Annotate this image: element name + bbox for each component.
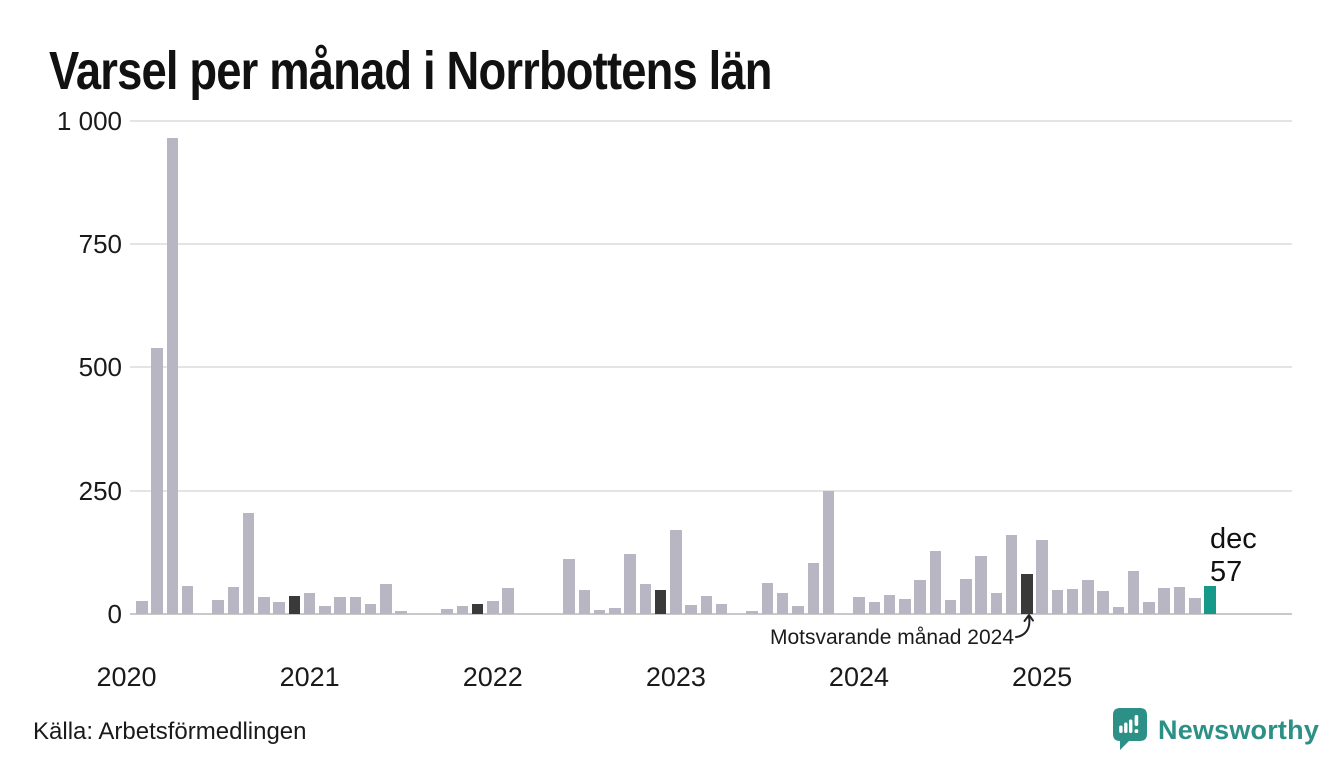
bar-2022-01 [487, 601, 499, 614]
bar-2025-01 [1036, 540, 1048, 614]
bar-2023-06 [746, 611, 758, 614]
bar-2020-04 [166, 137, 178, 614]
bar-2020-10 [258, 597, 270, 614]
y-axis-tick-label: 1 000 [56, 105, 122, 136]
bar-2025-03 [1066, 589, 1079, 614]
bar-2021-04 [349, 597, 362, 614]
bar-2021-05 [364, 604, 377, 614]
bar-2021-01 [303, 593, 316, 614]
bar-2024-12 [1021, 573, 1033, 614]
bar-2024-05 [914, 580, 926, 614]
x-axis-tick-label: 2025 [1012, 662, 1073, 692]
bar-2021-11 [456, 605, 468, 614]
gridline-250 [130, 489, 1292, 492]
bar-2025-11 [1189, 598, 1201, 614]
gridline-1000 [130, 119, 1292, 122]
bar-2022-10 [624, 553, 636, 614]
source-credit: Källa: Arbetsförmedlingen [33, 718, 307, 745]
y-axis-tick-label: 500 [78, 352, 122, 383]
bar-2021-02 [319, 606, 331, 614]
bar-2023-11 [822, 490, 835, 614]
gridline-750 [130, 242, 1292, 245]
x-axis-tick-label: 2023 [645, 662, 706, 692]
bar-2024-11 [1005, 535, 1018, 614]
bar-2024-02 [868, 601, 880, 614]
bar-2020-02 [136, 601, 148, 614]
bar-2020-12 [288, 595, 301, 614]
chart-title: Varsel per månad i Norrbottens län [49, 41, 772, 101]
current-month-name: dec [1210, 523, 1257, 555]
bar-2023-03 [700, 596, 713, 614]
bar-2020-11 [273, 602, 285, 614]
y-axis-tick-label: 750 [78, 228, 122, 259]
current-month-label: dec 57 [1210, 523, 1257, 589]
bar-2022-06 [563, 558, 575, 614]
bar-2025-09 [1158, 588, 1170, 614]
bar-2023-10 [807, 562, 819, 614]
newsworthy-bubble-icon [1113, 708, 1147, 750]
bar-2020-07 [212, 599, 224, 614]
bar-2024-07 [944, 600, 957, 614]
bar-2020-03 [151, 347, 163, 614]
bar-2020-09 [242, 512, 255, 614]
gridline-500 [130, 366, 1292, 369]
bar-2024-03 [883, 594, 896, 614]
bar-2020-08 [227, 586, 240, 614]
bar-2024-08 [960, 579, 972, 614]
bar-2020-05 [181, 585, 194, 614]
x-axis-tick-label: 2021 [279, 662, 340, 692]
bar-2025-04 [1082, 579, 1094, 614]
bar-2023-07 [761, 582, 774, 614]
bar-2024-06 [929, 550, 941, 614]
bar-2025-06 [1112, 607, 1125, 614]
x-axis-tick-label: 2024 [828, 662, 889, 692]
bar-2025-05 [1097, 590, 1109, 614]
x-axis-tick-label: 2022 [462, 662, 523, 692]
bar-2022-11 [639, 584, 652, 614]
current-month-value: 57 [1210, 556, 1243, 588]
bar-2024-09 [975, 555, 987, 614]
bar-2024-04 [899, 599, 911, 614]
bar-2021-06 [380, 583, 392, 614]
bar-2022-09 [609, 607, 621, 614]
bar-2022-08 [593, 609, 606, 614]
bar-2021-07 [395, 610, 407, 614]
bar-2021-12 [471, 604, 484, 614]
bar-2022-07 [578, 590, 590, 614]
bar-2023-09 [792, 606, 804, 614]
bar-2021-10 [441, 609, 453, 614]
newsworthy-logo[interactable]: Newsworthy [1113, 708, 1319, 752]
bar-2023-08 [776, 592, 789, 614]
bar-2025-02 [1051, 590, 1064, 614]
bar-2023-01 [670, 530, 682, 614]
y-axis-tick-label: 250 [78, 475, 122, 506]
bar-2021-03 [334, 597, 346, 614]
bar-2024-01 [853, 597, 865, 614]
x-axis-tick-label: 2020 [96, 662, 157, 692]
bar-2024-10 [990, 593, 1003, 614]
bar-2022-12 [654, 590, 667, 614]
annotation-arrow-icon [1015, 614, 1034, 638]
newsworthy-wordmark: Newsworthy [1158, 714, 1320, 745]
y-axis-tick-label: 0 [107, 599, 122, 629]
bar-2025-07 [1127, 571, 1140, 614]
bar-2025-08 [1143, 602, 1155, 614]
bar-2025-12 [1204, 585, 1216, 614]
bar-2023-04 [715, 604, 728, 614]
gridline-0 [130, 613, 1292, 615]
annotation-text: Motsvarande månad 2024 [770, 626, 1014, 649]
bar-2025-10 [1173, 586, 1186, 614]
bar-2023-02 [685, 605, 697, 614]
bar-2022-02 [502, 587, 514, 614]
